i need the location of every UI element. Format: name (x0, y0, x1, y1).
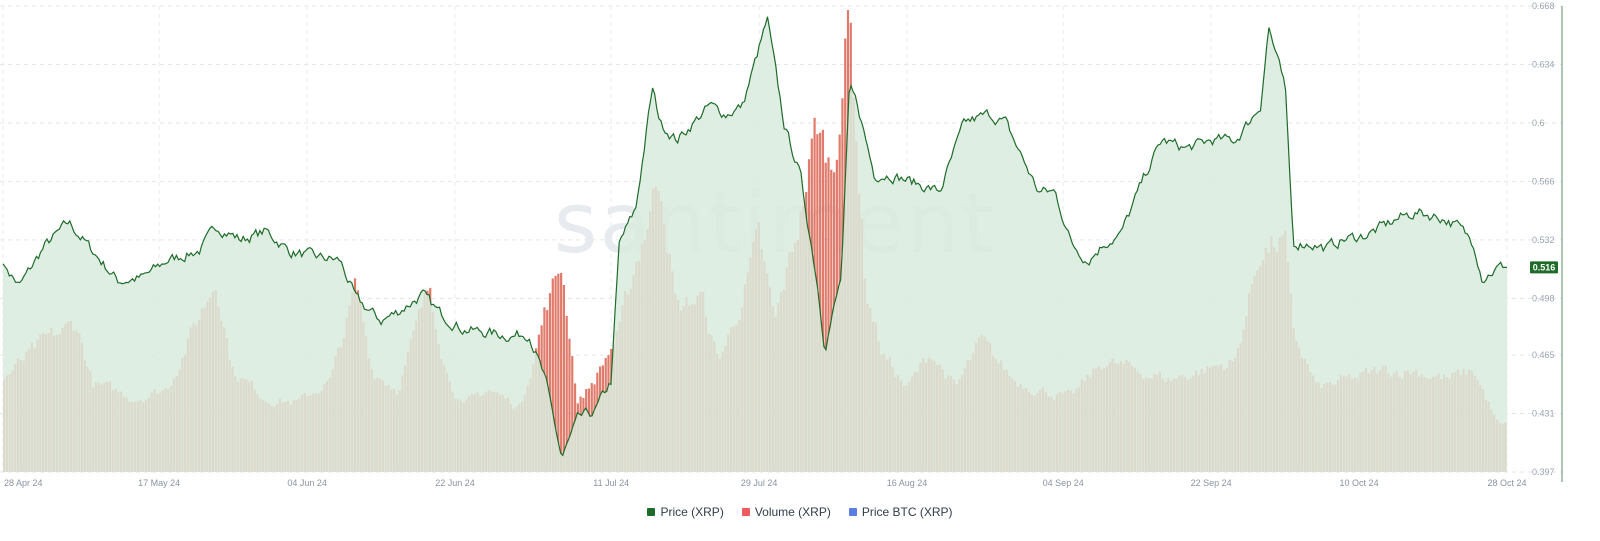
y-tick-label: 0.431 (1532, 409, 1555, 419)
x-tick-label: 04 Sep 24 (1043, 478, 1084, 488)
volume-bar (821, 129, 825, 472)
y-tick-label: 0.532 (1532, 235, 1555, 245)
legend-label-price: Price (XRP) (660, 505, 724, 519)
x-tick-label: 29 Jul 24 (741, 478, 778, 488)
legend: Price (XRP) Volume (XRP) Price BTC (XRP) (0, 500, 1600, 524)
volume-bar (827, 157, 830, 472)
last-price-badge: 0.516 (1530, 261, 1558, 274)
volume-bar (824, 162, 827, 473)
y-tick-label: 0.566 (1532, 176, 1555, 186)
volume-bar (551, 278, 554, 472)
last-price-value: 0.516 (1533, 262, 1556, 272)
y-tick-label: 0.6 (1532, 118, 1545, 128)
x-tick-label: 28 Oct 24 (1487, 478, 1526, 488)
x-axis-ticks: 28 Apr 24 17 May 24 04 Jun 24 22 Jun 24 11 J… (4, 478, 1527, 488)
y-tick-label: 0.397 (1532, 467, 1555, 477)
y-axis-ticks: 0.397 0.431 0.465 0.498 0.532 0.566 0.6 0.634 0.… (1532, 1, 1555, 477)
legend-swatch-price-btc (848, 508, 857, 516)
volume-bar (571, 356, 574, 472)
x-tick-label: 10 Oct 24 (1340, 478, 1379, 488)
x-tick-label: 11 Jul 24 (593, 478, 629, 488)
volume-bar (562, 284, 566, 472)
legend-item-volume[interactable]: Volume (XRP) (741, 505, 831, 519)
volume-bar (560, 272, 563, 472)
x-tick-label: 04 Jun 24 (287, 478, 327, 488)
x-tick-label: 16 Aug 24 (887, 478, 928, 488)
x-tick-label: 28 Apr 24 (4, 478, 43, 488)
y-tick-label: 0.634 (1532, 59, 1555, 69)
x-tick-label: 22 Jun 24 (435, 478, 475, 488)
chart: santiment 0.3970.4310.4650.4980.5320.566… (0, 1, 1563, 488)
y-tick-label: 0.465 (1532, 350, 1555, 360)
volume-bar (819, 132, 822, 472)
volume-bar (568, 338, 571, 472)
price-line (2, 16, 1507, 457)
volume-bar (557, 273, 560, 472)
x-tick-label: 17 May 24 (138, 478, 180, 488)
volume-bar (565, 316, 568, 472)
y-tick-label: 0.498 (1532, 293, 1555, 303)
legend-label-price-btc: Price BTC (XRP) (861, 505, 953, 519)
legend-swatch-price (647, 508, 656, 516)
volume-bar (554, 275, 557, 472)
price-area (3, 16, 1507, 472)
legend-item-price-btc[interactable]: Price BTC (XRP) (848, 505, 953, 519)
y-tick-label: 0.668 (1532, 1, 1555, 11)
legend-label-volume: Volume (XRP) (754, 505, 831, 519)
legend-swatch-volume (741, 508, 750, 516)
volume-bar (548, 293, 552, 472)
x-tick-label: 22 Sep 24 (1191, 478, 1232, 488)
legend-item-price[interactable]: Price (XRP) (647, 505, 724, 519)
last-price-badge-bg (1530, 261, 1558, 274)
